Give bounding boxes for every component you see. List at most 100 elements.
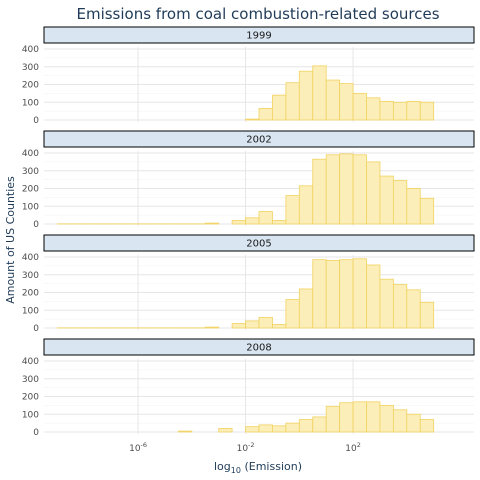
histogram-bar xyxy=(272,220,287,225)
histogram-bar xyxy=(379,278,394,329)
y-axis-title: Amount of US Counties xyxy=(4,176,17,304)
histogram-bar xyxy=(392,101,408,121)
histogram-bar xyxy=(258,316,273,329)
histogram-bar xyxy=(419,419,435,433)
y-tick-label: 100 xyxy=(22,202,39,212)
histogram-bar xyxy=(339,83,354,121)
y-tick-label: 300 xyxy=(22,63,39,73)
y-tick-label: 400 xyxy=(22,45,39,55)
histogram-bar xyxy=(245,118,260,121)
bars xyxy=(177,401,435,433)
histogram-bar xyxy=(177,430,193,433)
facet-panel-1999: 1999 0 100 200 300 400 xyxy=(22,26,475,126)
y-tick-label: 200 xyxy=(22,289,39,299)
histogram-bar xyxy=(366,161,381,225)
facet-strip xyxy=(43,234,475,252)
histogram-bar xyxy=(339,402,354,433)
histogram-bar xyxy=(272,94,287,121)
histogram-bar xyxy=(379,100,394,121)
histogram-bar xyxy=(392,180,408,225)
facet-strip-label: 2008 xyxy=(246,343,271,354)
histogram-bar xyxy=(231,323,246,329)
histogram-bar xyxy=(339,153,354,225)
histogram-bar xyxy=(325,154,341,225)
histogram-bar xyxy=(406,188,421,225)
histogram-bar xyxy=(298,70,314,121)
histogram-bar xyxy=(298,185,314,225)
histogram-bar xyxy=(419,197,435,225)
histogram-bar xyxy=(218,428,233,433)
histogram-bar xyxy=(204,222,220,225)
histogram-bar xyxy=(245,320,260,329)
histogram-bar xyxy=(285,195,300,225)
panel-grid xyxy=(44,47,474,122)
x-tick-label: 10-2 xyxy=(237,441,255,454)
y-tick-label: 100 xyxy=(22,98,39,108)
histogram-bar xyxy=(392,409,408,433)
facet-strip-label: 1999 xyxy=(246,31,271,42)
facet-panel-2005: 2005 0 100 200 300 400 xyxy=(22,234,475,334)
histogram-bar xyxy=(298,288,314,329)
y-tick-label: 200 xyxy=(22,81,39,91)
histogram-bar xyxy=(366,264,381,329)
facet-panel-2002: 2002 0 100 200 300 400 xyxy=(22,130,475,230)
histogram-bar xyxy=(298,419,314,433)
histogram-bar xyxy=(258,108,273,121)
histogram-bar xyxy=(245,217,260,225)
y-tick-label: 300 xyxy=(22,375,39,385)
y-tick-label: 300 xyxy=(22,271,39,281)
y-tick-label: 200 xyxy=(22,393,39,403)
y-tick-label: 0 xyxy=(33,428,39,438)
histogram-bar xyxy=(258,211,273,225)
histogram-bar xyxy=(352,258,367,329)
histogram-bar xyxy=(325,405,341,433)
y-tick-label: 400 xyxy=(22,253,39,263)
y-tick-label: 0 xyxy=(33,220,39,230)
x-axis-title: log10 (Emission) xyxy=(214,460,302,475)
bars xyxy=(245,65,435,121)
bars xyxy=(57,258,435,329)
x-axis: 10-6 10-2 102 xyxy=(129,441,361,454)
histogram-bar xyxy=(366,401,381,433)
histogram-bar xyxy=(366,97,381,121)
histogram-bar xyxy=(406,289,421,329)
histogram-bar xyxy=(352,92,367,121)
y-tick-label: 100 xyxy=(22,410,39,420)
facet-strip xyxy=(43,338,475,356)
facet-strip xyxy=(43,130,475,148)
x-tick-label: 10-6 xyxy=(129,441,147,454)
histogram-bar xyxy=(231,220,246,225)
chart-title: Emissions from coal combustion-related s… xyxy=(76,5,439,23)
histogram-bar xyxy=(272,425,287,433)
histogram-bar xyxy=(325,79,341,121)
y-tick-label: 0 xyxy=(33,324,39,334)
histogram-bar xyxy=(406,413,421,433)
histogram-bar xyxy=(312,416,327,433)
facet-strip-label: 2002 xyxy=(246,135,271,146)
histogram-bar xyxy=(245,426,260,433)
histogram-bar xyxy=(272,324,287,329)
facet-strip xyxy=(43,26,475,44)
histogram-bar xyxy=(352,401,367,433)
histogram-bar xyxy=(352,154,367,225)
facet-panels: 1999 0 100 200 300 400 2002 0 100 200 300 400 2005 0 1… xyxy=(22,26,475,438)
histogram-bar xyxy=(406,100,421,121)
histogram-bar xyxy=(312,158,327,225)
facet-strip-label: 2005 xyxy=(246,239,271,250)
histogram-bar xyxy=(285,422,300,433)
histogram-bar xyxy=(392,284,408,329)
histogram-bar xyxy=(285,299,300,329)
histogram-bar xyxy=(325,260,341,329)
histogram-bar xyxy=(419,301,435,329)
y-tick-label: 200 xyxy=(22,185,39,195)
y-tick-label: 300 xyxy=(22,167,39,177)
y-tick-label: 400 xyxy=(22,149,39,159)
histogram-bar xyxy=(312,259,327,329)
bars xyxy=(57,153,435,225)
y-tick-label: 100 xyxy=(22,306,39,316)
x-tick-label: 102 xyxy=(345,441,361,454)
histogram-bar xyxy=(312,65,327,121)
histogram-bar xyxy=(379,404,394,433)
histogram-bar xyxy=(419,101,435,121)
